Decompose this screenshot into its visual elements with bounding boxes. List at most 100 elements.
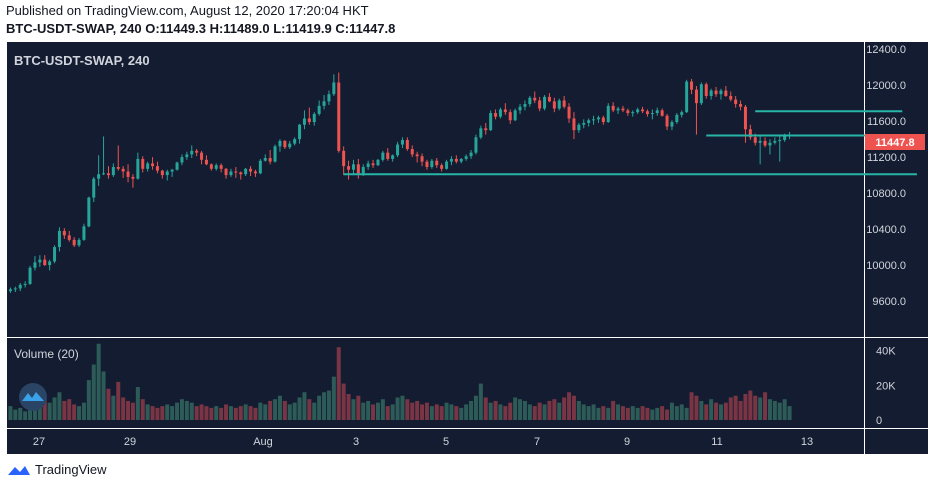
candle-body <box>146 163 150 169</box>
candle-body <box>562 100 566 107</box>
volume-bar <box>277 395 282 420</box>
candle-body <box>729 95 733 100</box>
volume-bar <box>679 404 684 420</box>
volume-bar <box>718 404 723 420</box>
volume-bar <box>135 387 140 420</box>
volume-bar <box>86 380 91 420</box>
volume-bar <box>758 397 763 420</box>
volume-bar <box>591 404 596 420</box>
candle-body <box>405 140 409 150</box>
candle-body <box>621 108 625 111</box>
candle-body <box>567 106 571 119</box>
volume-bar <box>542 404 547 420</box>
candle-body <box>244 168 248 175</box>
candle-body <box>102 173 106 175</box>
volume-axis[interactable] <box>865 338 928 428</box>
candle-body <box>396 144 400 156</box>
candle-body <box>386 152 390 159</box>
candle-body <box>283 140 287 148</box>
volume-bar <box>405 399 410 420</box>
time-tick-label: 7 <box>534 436 540 448</box>
volume-bar <box>454 406 459 420</box>
volume-bar <box>513 397 518 420</box>
tradingview-logo-icon <box>8 465 30 475</box>
time-tick-label: 3 <box>353 436 359 448</box>
volume-bar <box>116 381 121 420</box>
candle-body <box>538 100 542 109</box>
volume-bar <box>111 395 116 420</box>
volume-bar <box>601 406 606 420</box>
candle-body <box>773 140 777 143</box>
volume-bar <box>91 364 96 420</box>
candle-body <box>753 137 757 143</box>
candle-body <box>783 136 787 141</box>
tradingview-badge[interactable] <box>19 383 47 411</box>
price-tick-label: 12400.0 <box>866 44 906 56</box>
volume-bar <box>464 404 469 420</box>
candle-body <box>709 90 713 96</box>
candle-body <box>121 168 125 172</box>
candle-body <box>425 161 429 168</box>
candle-body <box>234 171 238 173</box>
volume-bar <box>42 399 47 420</box>
volume-bar <box>326 390 331 420</box>
open-label: O: <box>145 21 160 36</box>
candle-body <box>224 168 228 176</box>
pane-symbol-label: BTC-USDT-SWAP, 240 <box>14 53 150 68</box>
volume-bar <box>581 404 586 420</box>
volume-bar <box>498 404 503 420</box>
volume-bar <box>611 400 616 420</box>
volume-bar <box>562 397 567 420</box>
footer-brand[interactable]: TradingView <box>7 462 107 477</box>
candle-body <box>337 82 341 151</box>
time-tick-label: 9 <box>624 436 630 448</box>
volume-bar <box>13 409 18 420</box>
candle-body <box>273 146 277 162</box>
volume-bar <box>204 406 209 420</box>
candle-body <box>97 174 101 179</box>
time-axis[interactable] <box>7 429 864 454</box>
volume-bar <box>473 395 478 420</box>
candle-body <box>778 140 782 142</box>
candle-body <box>464 156 468 159</box>
open-value: 11449.3 <box>159 21 206 36</box>
volume-bar <box>199 404 204 420</box>
volume-bar <box>420 404 425 420</box>
price-axis[interactable] <box>865 42 928 337</box>
candle-body <box>136 158 140 179</box>
volume-bar <box>297 397 302 420</box>
candle-body <box>699 84 703 104</box>
volume-bar <box>18 407 23 420</box>
candle-body <box>214 165 218 169</box>
candle-body <box>131 176 135 179</box>
volume-bar <box>375 402 380 420</box>
candle-body <box>670 122 674 127</box>
candle-body <box>288 143 292 148</box>
candle-body <box>185 154 189 158</box>
volume-bar <box>81 402 86 420</box>
price-pane[interactable] <box>7 42 864 337</box>
volume-bar <box>586 406 591 420</box>
volume-bar <box>459 407 464 420</box>
volume-bar <box>219 407 224 420</box>
candle-body <box>665 115 669 127</box>
candle-body <box>680 112 684 115</box>
last-price-label: 11447.8 <box>875 137 914 149</box>
price-tick-label: 11600.0 <box>867 116 906 128</box>
candle-body <box>180 157 184 163</box>
volume-bar <box>312 402 317 420</box>
volume-bar <box>684 407 689 420</box>
candle-body <box>190 150 194 155</box>
candle-body <box>165 171 169 176</box>
candle-body <box>67 235 71 240</box>
volume-bar <box>390 404 395 420</box>
high-value: 11489.0 <box>223 21 270 36</box>
volume-bar <box>503 406 508 420</box>
volume-bar <box>62 400 67 420</box>
candle-body <box>77 239 81 246</box>
close-label: C: <box>335 21 350 36</box>
candle-body <box>151 163 155 167</box>
candle-body <box>582 122 586 125</box>
candle-body <box>204 159 208 165</box>
